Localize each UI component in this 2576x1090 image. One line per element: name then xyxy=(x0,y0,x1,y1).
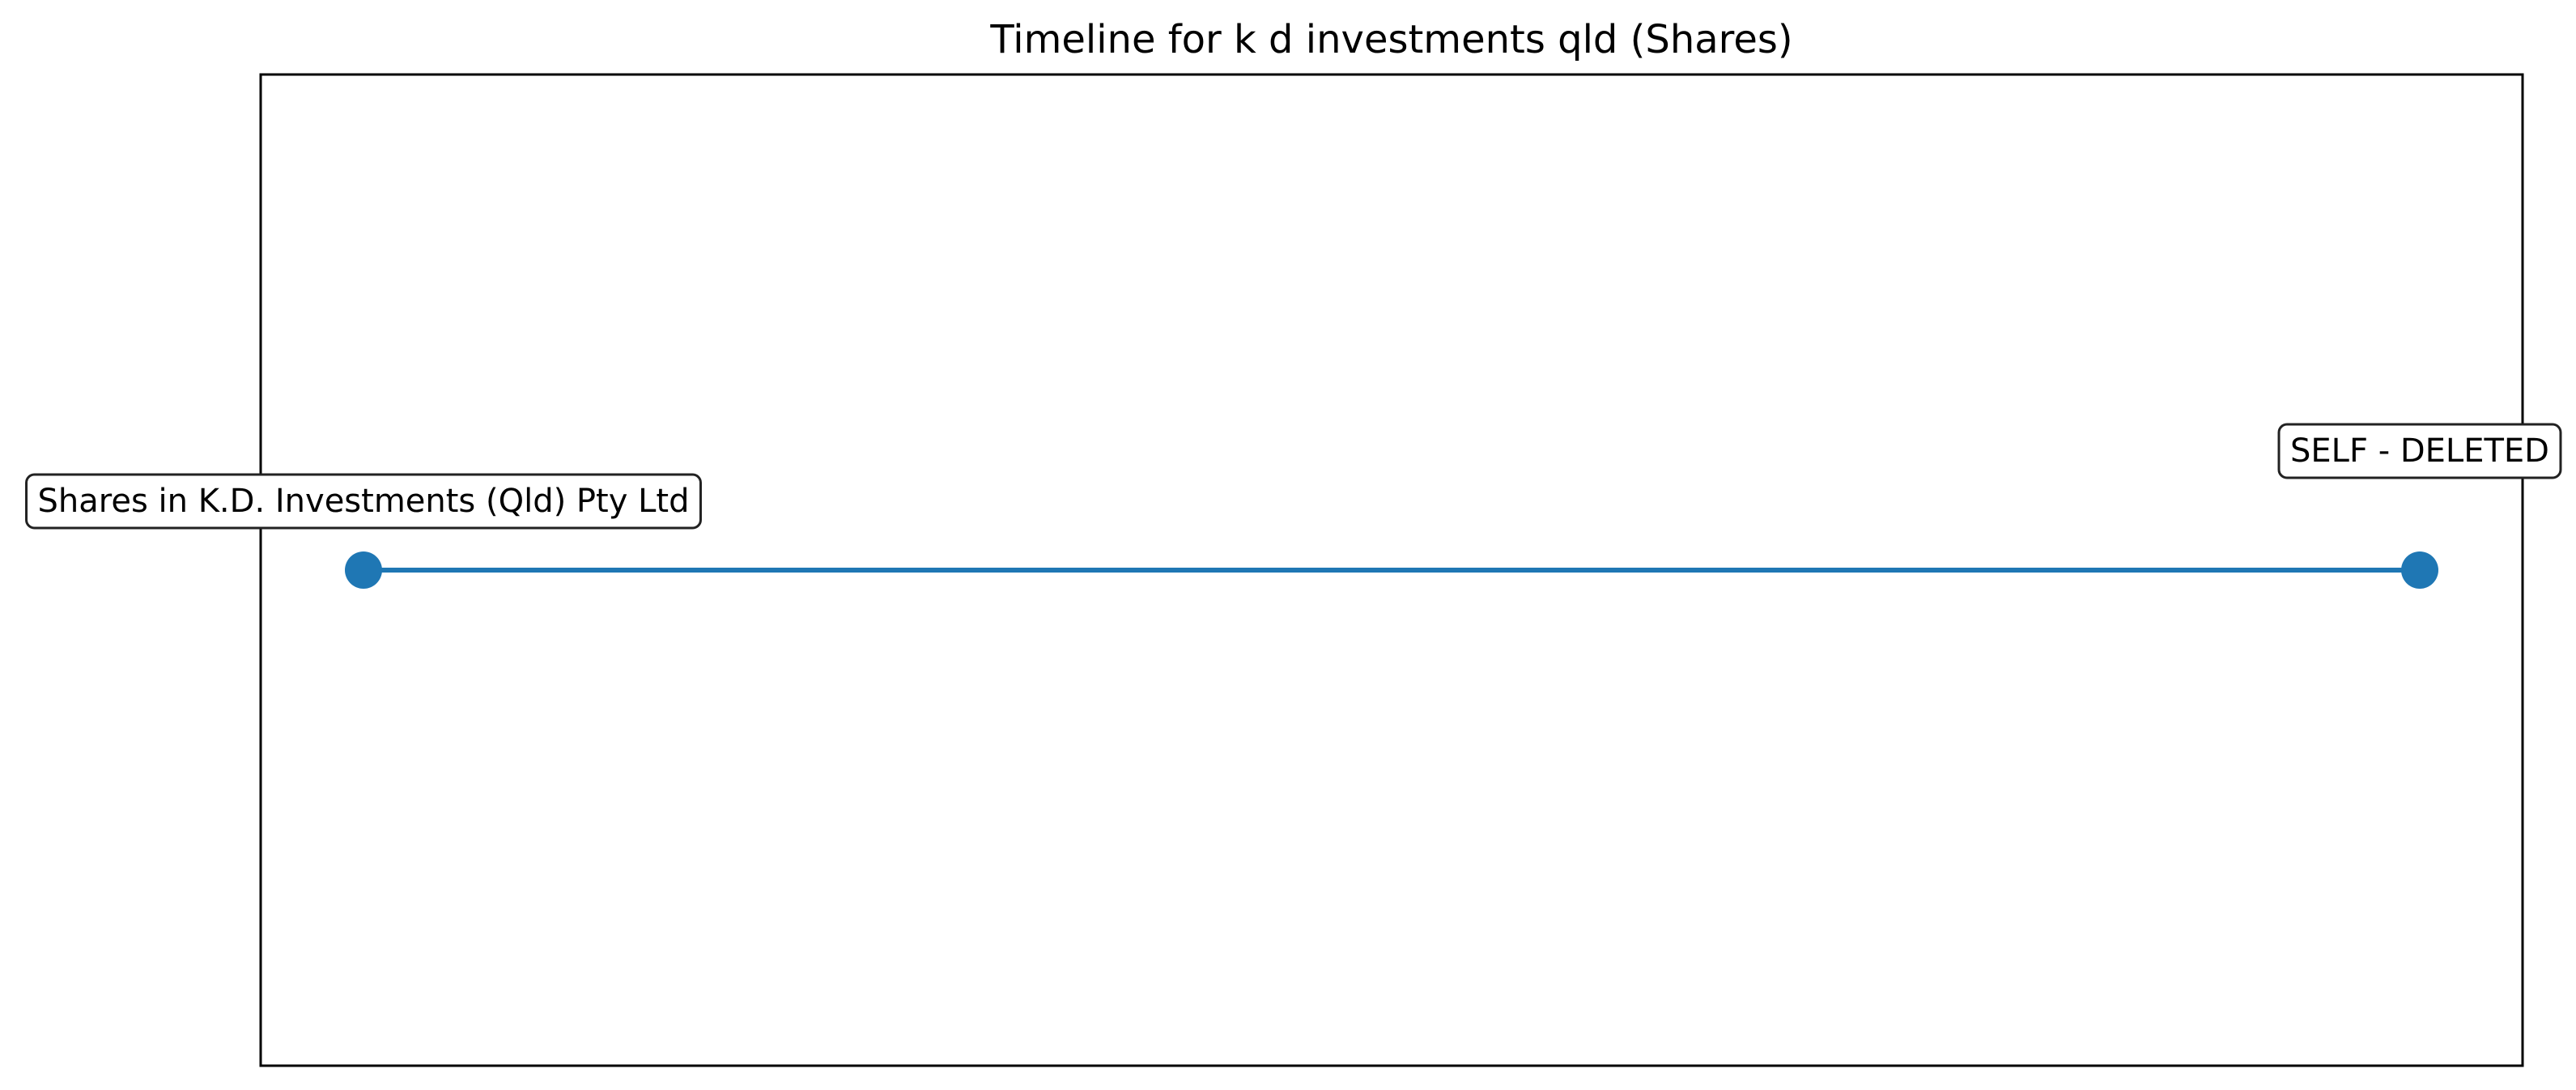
event-label-text: Shares in K.D. Investments (Qld) Pty Ltd xyxy=(38,483,690,520)
timeline-event-marker xyxy=(2401,551,2438,589)
plot-area-frame xyxy=(259,73,2524,1067)
timeline-event-label: Shares in K.D. Investments (Qld) Pty Ltd xyxy=(25,473,702,530)
chart-title: Timeline for k d investments qld (Shares… xyxy=(989,17,1792,62)
event-label-text: SELF - DELETED xyxy=(2290,432,2549,470)
series-layer xyxy=(345,551,2438,589)
timeline-event-label: SELF - DELETED xyxy=(2277,423,2562,479)
label-layer: Shares in K.D. Investments (Qld) Pty Ltd… xyxy=(25,423,2562,530)
event-label-box xyxy=(2277,423,2562,479)
timeline-event-marker xyxy=(345,551,382,589)
event-label-box xyxy=(25,473,702,530)
